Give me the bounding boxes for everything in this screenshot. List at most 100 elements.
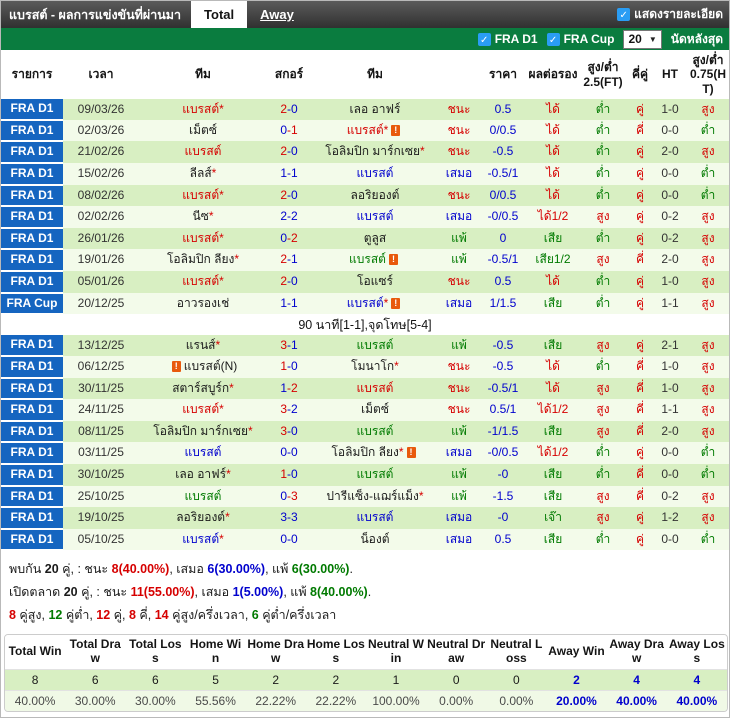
over-under-ft: ต่ำ xyxy=(595,358,611,373)
league-badge: FRA D1 xyxy=(1,162,63,186)
handicap-result: เสีย xyxy=(543,466,563,481)
match-score: 3-1 xyxy=(267,335,311,356)
summary-text: 8(40.00%) xyxy=(111,562,170,577)
ht-score: 1-1 xyxy=(661,295,679,310)
away-team-name: แบรสต์ xyxy=(346,295,384,310)
summary-text: 14 xyxy=(154,608,169,623)
stats-column-header: Total Win xyxy=(5,635,66,669)
over-under-ft: ต่ำ xyxy=(595,144,611,159)
over-under-ht: สูง xyxy=(701,230,715,245)
match-row: FRA D1 08/11/25 โอลิมปิก มาร์กเซย* 3-0 แบรสต… xyxy=(1,420,729,444)
away-team-name: แบรสต์ xyxy=(346,122,384,137)
stats-percent: 40.00% xyxy=(5,689,66,711)
home-goals: 2 xyxy=(280,187,287,202)
league-badge: FRA D1 xyxy=(1,377,63,401)
summary-text: 6 xyxy=(251,608,259,623)
match-date: 09/03/26 xyxy=(77,101,125,116)
tab-total[interactable]: Total xyxy=(191,1,248,28)
handicap-odds: -0.5/1 xyxy=(487,252,519,267)
home-goals: 2 xyxy=(280,209,287,224)
stats-percent: 55.56% xyxy=(185,689,246,711)
summary-text: เปิดตลาด xyxy=(9,585,64,600)
home-team-name: แบรสต์(N) xyxy=(183,358,238,373)
stats-column-header: Away Loss xyxy=(666,635,727,669)
ht-score: 0-0 xyxy=(661,187,679,202)
away-team: โมนาโก* xyxy=(311,356,439,378)
handicap-odds: -0/0.5 xyxy=(487,445,519,460)
stats-value: 2 xyxy=(305,668,366,690)
away-team-name: แบรสต์ xyxy=(356,466,394,481)
away-team-name: แบรสต์ xyxy=(356,337,394,352)
stats-percent: 40.00% xyxy=(666,689,727,711)
stats-percent: 100.00% xyxy=(365,689,427,711)
ht-score: 1-0 xyxy=(661,101,679,116)
show-details-toggle[interactable]: ✓ แสดงรายละเอียด xyxy=(617,1,729,28)
odd-even: คู่ xyxy=(635,230,645,245)
favorite-star-icon: * xyxy=(219,531,224,546)
summary: พบกัน 20 คู่, : ชนะ 8(40.00%), เสมอ 6(30… xyxy=(1,551,729,632)
match-result: เสมอ xyxy=(445,510,473,525)
ht-score: 0-0 xyxy=(661,122,679,137)
stats-column-header: Neutral Draw xyxy=(426,635,487,669)
league-badge: FRA D1 xyxy=(1,227,63,251)
over-under-ht: สูง xyxy=(701,337,715,352)
away-team-name: แบรสต์ xyxy=(356,510,394,525)
summary-text: 6(30.00%) xyxy=(207,562,266,577)
stats-percent: 30.00% xyxy=(125,689,186,711)
league-badge: FRA Cup xyxy=(1,292,63,316)
league-badge: FRA D1 xyxy=(1,270,63,294)
favorite-star-icon: * xyxy=(383,122,389,137)
column-header xyxy=(439,50,479,100)
match-count-value: 20 xyxy=(628,32,642,46)
away-team-name: เลอ อาฟร์ xyxy=(349,101,401,116)
checkbox-checked-icon[interactable]: ✓ xyxy=(617,8,631,21)
away-goals: 0 xyxy=(291,273,298,288)
summary-text: 11(55.00%) xyxy=(130,585,195,600)
home-team: เม็ตซ์ xyxy=(139,120,267,142)
column-header: สกอร์ xyxy=(267,50,311,100)
stats-value: 2 xyxy=(546,668,607,690)
odd-even: คู่ xyxy=(635,510,645,525)
summary-text: คู่ต่ำ, xyxy=(62,608,97,623)
summary-text: , แพ้ xyxy=(283,585,311,600)
match-result: แพ้ xyxy=(451,230,467,245)
score-separator: - xyxy=(287,252,291,267)
match-row: FRA D1 05/01/26 แบรสต์* 2-0 โอแซร์ ชนะ 0.5 ได้ต… xyxy=(1,270,729,294)
handicap-odds: -0 xyxy=(497,510,509,525)
favorite-star-icon: * xyxy=(219,402,224,417)
away-team-name: แบรสต์ xyxy=(356,380,394,395)
results-table: รายการ เวลา ทีม สกอร์ ทีม ราคา ผลต่อรอง สูง/ต่ำ… xyxy=(1,50,729,552)
score-separator: - xyxy=(287,358,291,373)
league-filter[interactable]: ✓ FRA Cup xyxy=(546,32,614,46)
away-goals: 0 xyxy=(291,358,298,373)
league-filter[interactable]: ✓ FRA D1 xyxy=(477,32,538,46)
odd-even: คี่ xyxy=(635,380,645,395)
ht-score: 2-0 xyxy=(661,144,679,159)
tab-away[interactable]: Away xyxy=(260,7,294,22)
favorite-star-icon: * xyxy=(215,337,221,352)
match-score: 1-2 xyxy=(267,378,311,400)
league-badge: FRA D1 xyxy=(1,119,63,143)
match-row: FRA D1 30/10/25 เลอ อาฟร์* 1-0 แบรสต์ แพ้ -0 เส… xyxy=(1,463,729,487)
stats-value: 4 xyxy=(666,668,727,690)
match-count-select[interactable]: 20 ▼ xyxy=(623,29,662,49)
checkbox-checked-icon[interactable]: ✓ xyxy=(546,32,560,46)
score-separator: - xyxy=(287,488,291,503)
home-goals: 0 xyxy=(280,230,287,245)
over-under-ft: สูง xyxy=(596,380,610,395)
away-goals: 0 xyxy=(291,466,298,481)
stats-percent: 40.00% xyxy=(606,689,667,711)
match-date: 30/11/25 xyxy=(78,380,124,395)
away-team: เม็ตซ์ xyxy=(311,399,439,421)
over-under-ft: ต่ำ xyxy=(595,445,611,460)
home-goals: 0 xyxy=(280,531,287,546)
over-under-ht: ต่ำ xyxy=(700,445,716,460)
checkbox-checked-icon[interactable]: ✓ xyxy=(477,32,491,46)
score-separator: - xyxy=(287,423,291,438)
over-under-ft: ต่ำ xyxy=(595,531,611,546)
handicap-result: ได้ xyxy=(546,273,560,288)
match-score: 3-0 xyxy=(267,421,311,443)
handicap-result: ได้ xyxy=(546,144,560,159)
match-row: FRA D1 19/01/26 โอลิมปิก ลียง* 2-1 แบรสต์! แพ… xyxy=(1,249,729,272)
match-date: 20/12/25 xyxy=(77,295,125,310)
